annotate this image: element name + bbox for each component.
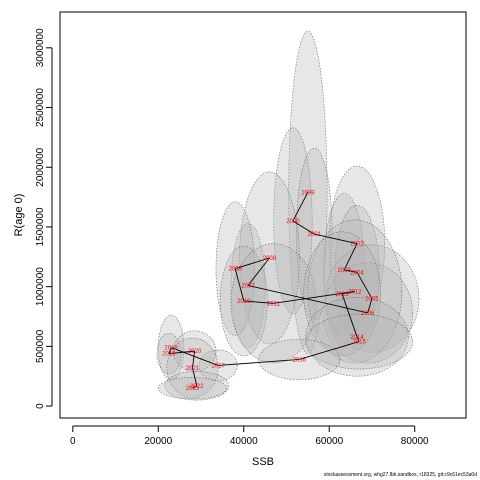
year-label-2014: 2014 [350, 335, 364, 341]
trajectory-segment-2014-2015 [356, 336, 360, 342]
year-label-2007: 2007 [241, 283, 255, 289]
trajectory-segment-2022-2023 [192, 385, 197, 389]
y-tick-label-4: 2000000 [35, 147, 46, 186]
year-label-2023: 2023 [186, 386, 200, 392]
trajectory-segment-2004-2005 [356, 272, 373, 299]
year-label-2018: 2018 [164, 346, 178, 352]
x-axis: 0 20000 40000 60000 80000 [70, 425, 429, 447]
year-label-2000: 2000 [286, 219, 300, 225]
year-label-2020: 2020 [188, 349, 202, 355]
year-label-2004: 2004 [350, 270, 364, 276]
x-tick-label-3: 60000 [315, 436, 343, 447]
trajectory-segment-2011-2012 [273, 290, 355, 304]
trajectory-segment-2015-2016 [299, 341, 360, 360]
trajectory-segment-2010-2011 [243, 300, 274, 304]
year-label-2022: 2022 [190, 384, 204, 390]
y-tick-label-2: 1000000 [35, 267, 46, 306]
trajectory-segment-2001-2002 [314, 233, 358, 245]
y-tick-label-1: 500000 [35, 329, 46, 363]
trajectory-segment-2003-2004 [344, 269, 358, 273]
trajectory-segment-2017-2018 [170, 347, 219, 366]
year-label-2010: 2010 [237, 299, 251, 305]
y-tick-label-5: 2500000 [35, 88, 46, 127]
x-tick-label-0: 0 [70, 436, 76, 447]
year-label-2019: 2019 [162, 352, 176, 358]
y-axis-label: R(age 0) [13, 194, 25, 237]
trajectory-segment-2007-2008 [247, 257, 270, 286]
plot-frame [59, 11, 467, 419]
trajectory-segment-1999-2000 [292, 192, 309, 222]
trajectory-segment-2021-2022 [192, 367, 198, 386]
year-label-2008: 2008 [263, 256, 277, 262]
year-label-2011: 2011 [267, 301, 281, 307]
year-label-2013: 2013 [335, 292, 349, 298]
trajectory-segment-2005-2006 [367, 298, 373, 314]
year-label-2017: 2017 [211, 363, 225, 369]
y-axis: 0 500000 1000000 1500000 2000000 2500000 30000… [35, 28, 53, 409]
x-axis-label: SSB [252, 456, 274, 468]
trajectory-segment-2020-2021 [192, 351, 196, 368]
year-labels: 1999 2000 2001 2002 2003 2004 2005 2006 2007 2008… [162, 190, 379, 392]
y-tick-label-6: 3000000 [35, 28, 46, 67]
trajectory-lines [168, 192, 373, 389]
trajectory-segment-2000-2001 [292, 220, 315, 235]
year-label-2016: 2016 [293, 357, 307, 363]
year-label-2006: 2006 [361, 311, 375, 317]
trajectory-segment-2012-2013 [341, 290, 355, 295]
year-label-2003: 2003 [338, 268, 352, 274]
year-label-2012: 2012 [348, 289, 362, 295]
x-tick-label-4: 80000 [401, 436, 429, 447]
trajectory-segment-2016-2017 [218, 359, 300, 366]
trajectory-segment-2019-2020 [168, 350, 195, 354]
year-label-2015: 2015 [352, 340, 366, 346]
y-tick-label-3: 1500000 [35, 207, 46, 246]
x-tick-label-2: 40000 [230, 436, 258, 447]
year-label-2001: 2001 [308, 232, 322, 238]
year-label-2021: 2021 [186, 366, 200, 372]
x-tick-label-1: 20000 [144, 436, 172, 447]
year-label-2009: 2009 [229, 267, 243, 273]
trajectory-segment-2009-2010 [234, 268, 245, 302]
year-label-2005: 2005 [365, 297, 379, 303]
y-tick-label-0: 0 [35, 403, 46, 409]
year-label-1999: 1999 [301, 190, 315, 196]
year-label-2002: 2002 [350, 242, 364, 248]
trajectory-segment-2008-2009 [235, 257, 270, 270]
trajectory-segment-2013-2014 [341, 293, 358, 337]
trajectory-segment-2018-2019 [168, 347, 172, 354]
footer-credit: stockassessment.org, whg27.fbk.sandbox, … [324, 472, 477, 478]
trajectory-segment-2002-2003 [343, 243, 358, 271]
trajectory-segment-2006-2007 [247, 285, 368, 314]
